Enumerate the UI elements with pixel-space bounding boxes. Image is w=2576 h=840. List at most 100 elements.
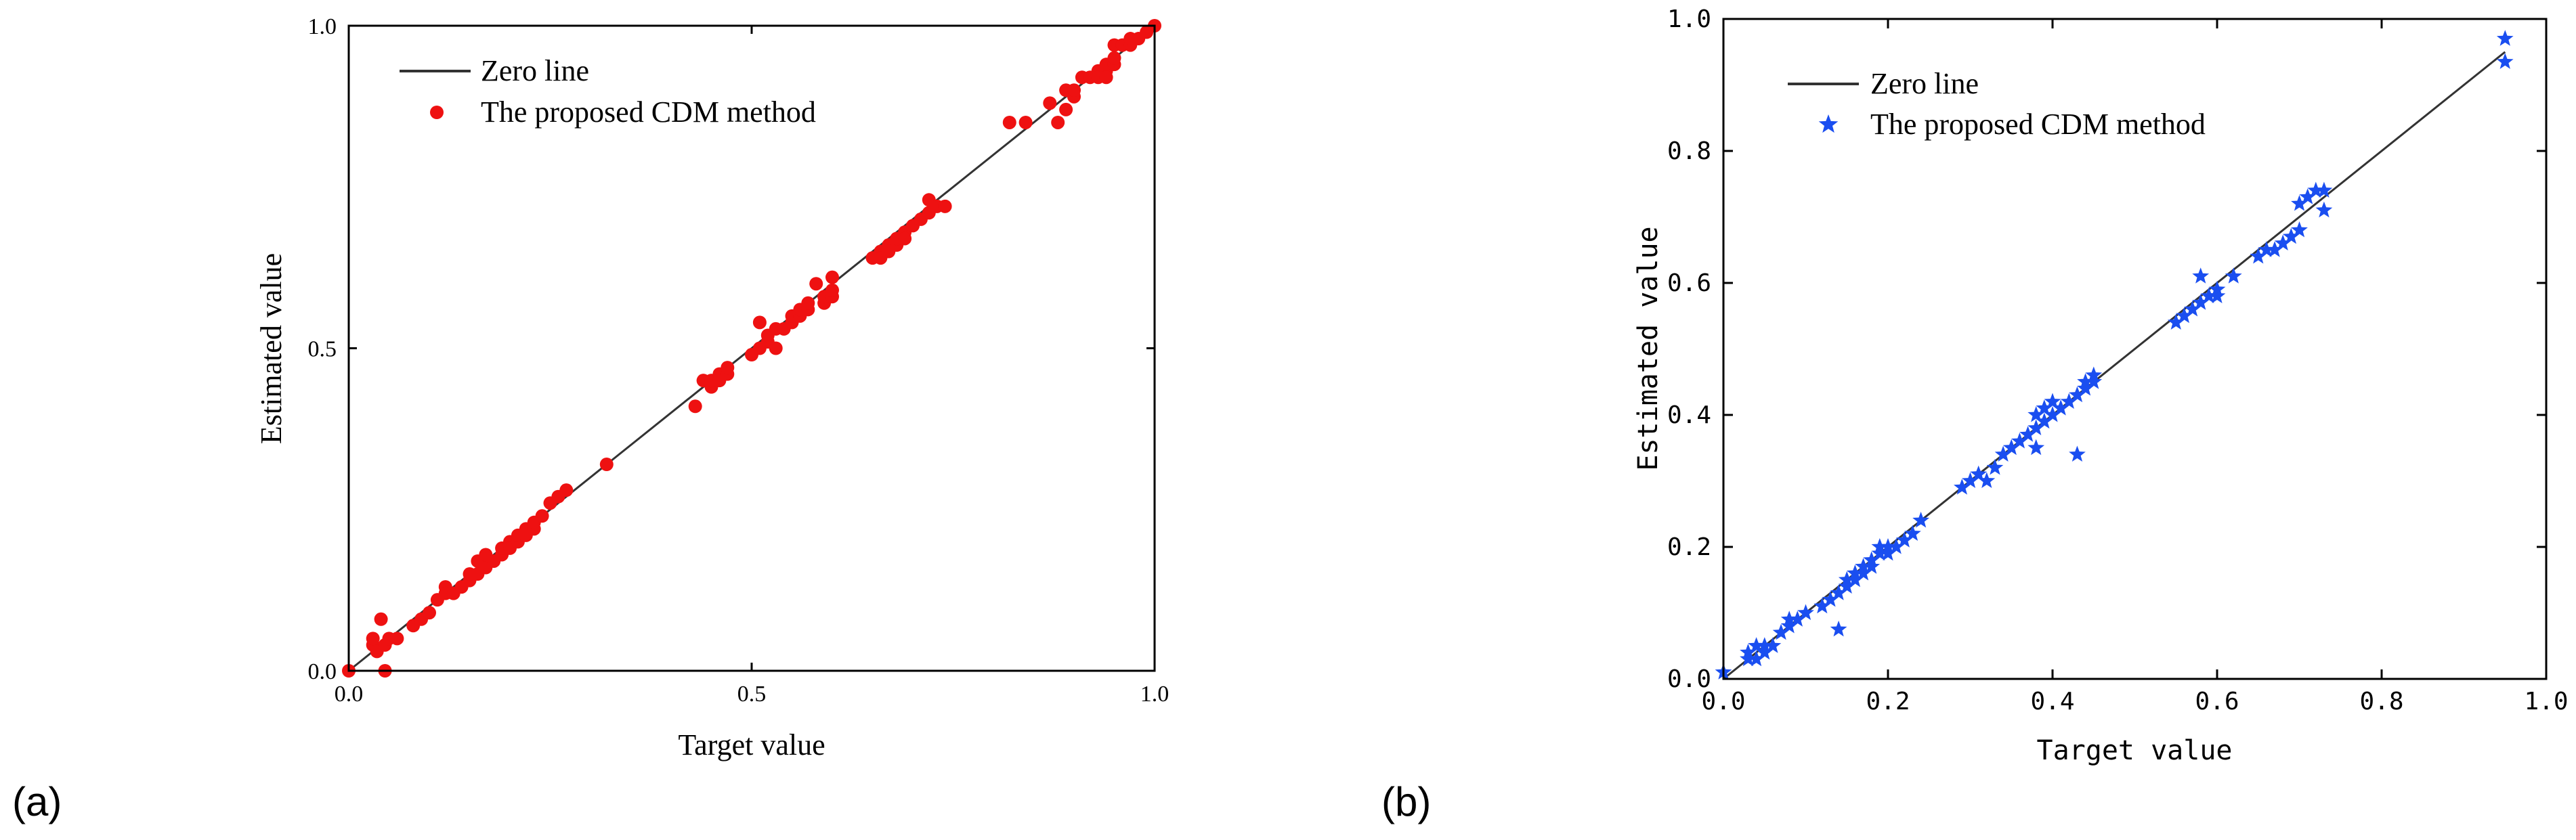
panel-b-x-tick-label: 0.8 xyxy=(2359,688,2403,715)
panel-a-data-point xyxy=(752,315,767,330)
panel-b-data-point xyxy=(2060,393,2078,409)
panel-a-data-point xyxy=(599,458,614,472)
panel-a-data-point xyxy=(1099,70,1113,85)
panel-b-data-point xyxy=(2496,53,2514,69)
panel-b-data-point xyxy=(1748,650,1765,667)
panel-b-data-point xyxy=(1789,611,1806,627)
panel-b-plot-frame xyxy=(1722,18,2548,680)
panel-b-data-point xyxy=(2225,267,2242,284)
panel-b-data-point xyxy=(2208,280,2226,297)
panel-a-data-point xyxy=(1059,102,1073,116)
panel-a-axes: 0.0 0.5 1.0 0.0 0.5 1.0 xyxy=(308,14,1169,707)
panel-a-x-axis-label: Target value xyxy=(678,728,825,761)
panel-a-label: (a) xyxy=(12,779,62,824)
panel-a-x-tick-label: 1.0 xyxy=(1140,682,1169,707)
panel-b-data-point xyxy=(2027,439,2045,456)
panel-b-data-point xyxy=(1772,623,1790,640)
panel-b-x-tick-label: 0.2 xyxy=(1866,688,1910,715)
panel-b-data-point xyxy=(1879,538,1897,554)
panel-b-data-point xyxy=(1764,637,1782,653)
panel-b-data-point xyxy=(2208,287,2226,303)
panel-b-y-tick-label: 1.0 xyxy=(1667,5,1711,33)
panel-a-data-point xyxy=(1051,115,1065,129)
panel-b-data-point xyxy=(1847,565,1864,581)
panel-a-y-tick-label: 0.5 xyxy=(308,337,337,362)
panel-b-data-point xyxy=(2291,221,2308,238)
panel-b-data-point xyxy=(2167,313,2185,330)
panel-b-data-point xyxy=(1904,525,1921,541)
panel-b-data-point xyxy=(2069,445,2086,462)
panel-b-data-point xyxy=(1855,558,1872,574)
panel-b-data-point xyxy=(1912,512,1929,528)
panel-b-x-tick-label: 1.0 xyxy=(2524,688,2568,715)
panel-a-legend-zero-line-label: Zero line xyxy=(481,54,589,87)
panel-b-data-point xyxy=(1838,571,1855,588)
panel-b-data-point xyxy=(1863,551,1881,567)
panel-b-data-point xyxy=(2002,439,2020,456)
panel-b-data-point xyxy=(1855,565,1872,581)
panel-b-data-point xyxy=(2019,426,2036,442)
panel-b-data-point xyxy=(1895,531,1913,548)
panel-b-data-point xyxy=(1887,538,1905,554)
panel-b-data-point xyxy=(2184,301,2201,317)
panel-b-legend-zero-line-label: Zero line xyxy=(1870,67,1979,100)
panel-b-data-point xyxy=(1871,538,1889,554)
panel-b-data-point xyxy=(2274,234,2292,250)
panel-b-data-point xyxy=(1813,597,1831,614)
panel-b-y-tick-label: 0.4 xyxy=(1667,401,1711,429)
panel-b-data-point xyxy=(2077,380,2094,396)
panel-b-data-point xyxy=(1780,611,1798,627)
panel-b-x-tick-label: 0.6 xyxy=(2195,688,2239,715)
panel-b-data-point xyxy=(1871,544,1889,561)
panel-b-plot-area xyxy=(1715,30,2514,680)
panel-a-data-point xyxy=(825,283,839,297)
panel-b-x-tick-label: 0.4 xyxy=(2030,688,2074,715)
panel-a-legend: Zero line The proposed CDM method xyxy=(400,54,816,129)
panel-b-data-point xyxy=(2315,181,2333,198)
panel-b-legend: Zero line The proposed CDM method xyxy=(1788,67,2206,141)
panel-b-data-point xyxy=(1830,584,1847,600)
panel-b-data-point xyxy=(1879,544,1897,561)
panel-b-data-point xyxy=(2036,412,2053,429)
panel-b-legend-cdm-marker xyxy=(1818,114,1839,133)
panel-b-data-point xyxy=(1756,637,1774,653)
panel-b-data-point xyxy=(1748,637,1765,653)
panel-b-data-point xyxy=(2266,241,2283,257)
panel-b-data-point xyxy=(2027,406,2045,422)
panel-a-plot-area xyxy=(342,19,1161,678)
panel-a-data-point xyxy=(769,341,783,355)
panel-a-data-point xyxy=(1067,83,1081,97)
panel-b-y-tick-label: 0.6 xyxy=(1667,269,1711,297)
panel-b-data-point xyxy=(2307,181,2325,198)
panel-a-data-point xyxy=(938,199,952,213)
panel-a-data-point xyxy=(1002,115,1016,129)
panel-b-data-point xyxy=(2192,267,2210,284)
panel-b-data-point xyxy=(1756,644,1774,660)
panel-a-data-point xyxy=(898,231,912,246)
panel-a-data-point xyxy=(721,361,735,375)
panel-a-data-point xyxy=(559,483,574,498)
panel-b-data-point xyxy=(1986,459,2004,475)
panel-a-data-point xyxy=(688,399,702,414)
panel-b-x-axis-label: Target value xyxy=(2037,735,2233,766)
panel-a-data-point xyxy=(1107,51,1121,65)
panel-b-data-point xyxy=(2250,248,2267,264)
panel-b-data-point xyxy=(2176,307,2193,324)
panel-b-data-point xyxy=(2027,419,2045,435)
panel-b-data-point xyxy=(1994,445,2012,462)
panel-a-x-tick-label: 0.5 xyxy=(737,682,767,707)
panel-a-y-tick-label: 0.0 xyxy=(308,659,337,684)
panel-b-data-point xyxy=(2085,373,2103,389)
panel-b-y-tick-label: 0.2 xyxy=(1667,533,1711,561)
panel-b-data-point xyxy=(2200,287,2218,303)
panel-a-data-point xyxy=(809,277,823,291)
panel-b-data-point xyxy=(2036,399,2053,416)
panel-b-data-point xyxy=(2052,399,2069,416)
panel-b-data-point xyxy=(2299,188,2316,204)
panel-b-data-point xyxy=(2011,433,2028,449)
panel-b-legend-cdm-label: The proposed CDM method xyxy=(1870,108,2206,141)
panel-a-data-point xyxy=(366,632,380,646)
panel-b-data-point xyxy=(2044,406,2061,422)
panel-b-data-point xyxy=(1962,472,1979,488)
panel-b-x-tick-label: 0.0 xyxy=(1701,688,1745,715)
